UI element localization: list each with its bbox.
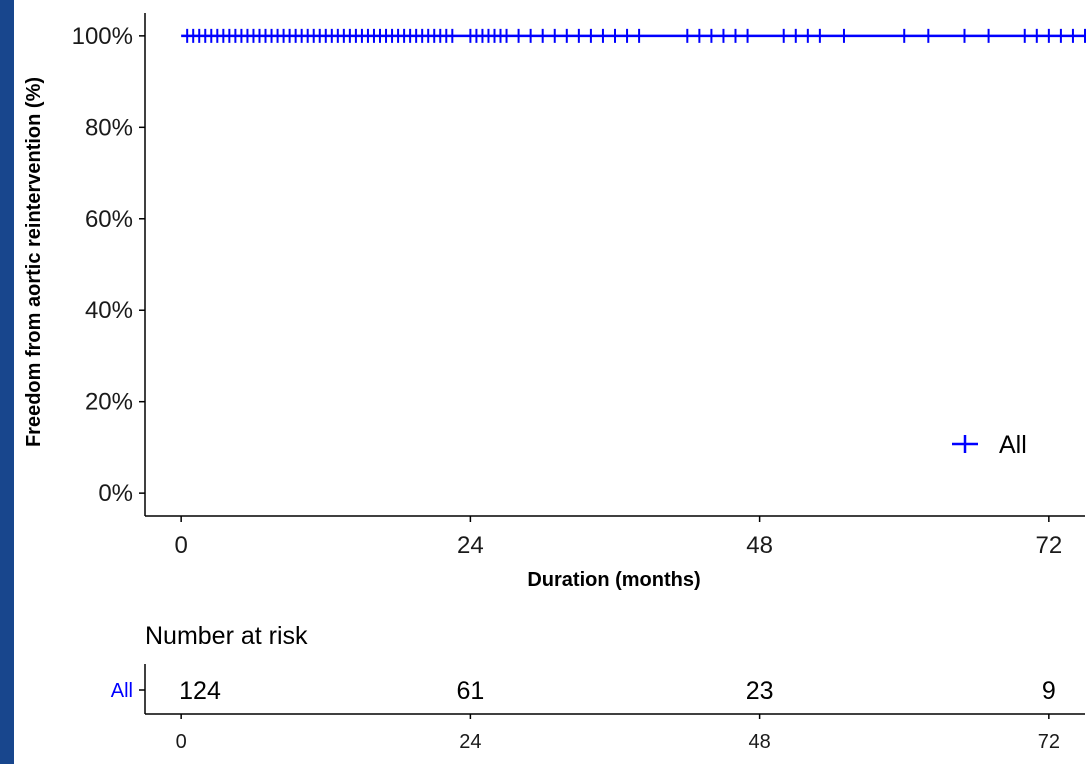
risk-table-title: Number at risk xyxy=(145,622,308,650)
y-axis-title: Freedom from aortic reintervention (%) xyxy=(23,77,45,447)
legend-label: All xyxy=(999,431,1027,459)
risk-count: 23 xyxy=(746,677,774,705)
y-tick-label: 0% xyxy=(98,480,133,507)
risk-count: 9 xyxy=(1042,677,1056,705)
y-tick-label: 40% xyxy=(85,297,133,324)
y-tick-label: 20% xyxy=(85,389,133,416)
plot-area xyxy=(181,29,1085,43)
y-axis: 0% 20% 40% 60% 80% 100% xyxy=(72,13,145,516)
x-tick-label: 48 xyxy=(746,532,773,559)
legend: All xyxy=(952,431,1027,459)
risk-x-tick-label: 24 xyxy=(459,731,481,753)
risk-x-tick-label: 72 xyxy=(1038,731,1060,753)
risk-count: 124 xyxy=(179,677,221,705)
risk-count: 61 xyxy=(456,677,484,705)
x-tick-label: 0 xyxy=(174,532,187,559)
risk-x-tick-label: 0 xyxy=(176,731,187,753)
x-axis-title: Duration (months) xyxy=(527,569,700,591)
y-tick-label: 100% xyxy=(72,23,133,50)
risk-group-label: All xyxy=(111,680,133,702)
x-axis: 0 24 48 72 xyxy=(145,516,1085,559)
x-tick-label: 72 xyxy=(1035,532,1062,559)
risk-x-tick-label: 48 xyxy=(748,731,770,753)
risk-table: All 124 0 61 24 23 48 9 72 xyxy=(111,664,1085,753)
x-tick-label: 24 xyxy=(457,532,484,559)
y-tick-label: 60% xyxy=(85,206,133,233)
y-tick-label: 80% xyxy=(85,114,133,141)
